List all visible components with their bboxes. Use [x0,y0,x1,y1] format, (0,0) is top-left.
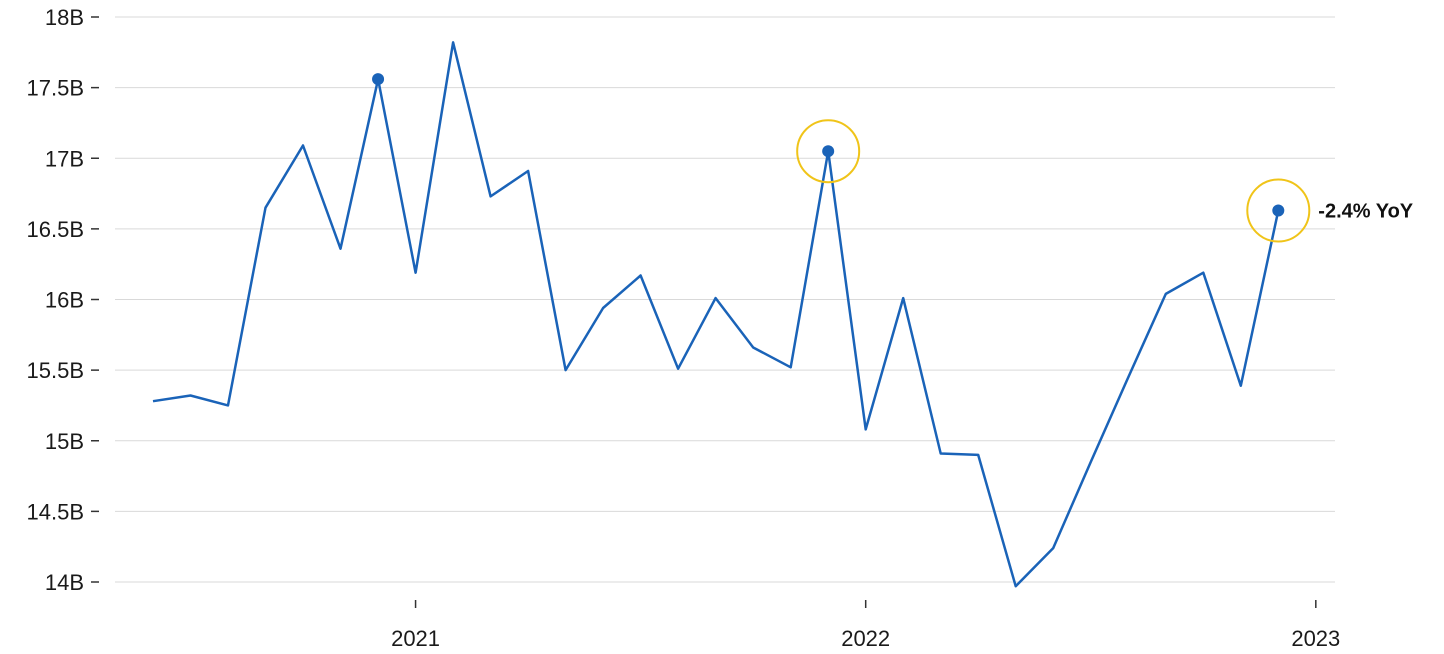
y-tick-label: 15B [45,429,84,454]
data-point-marker [1272,204,1285,217]
x-tick-label: 2021 [391,626,440,651]
grid-lines [115,16,1335,583]
y-tick-label: 18B [45,5,84,30]
y-axis: 14B 14.5B 15B 15.5B 16B 16.5B 17B 17.5B 18B [27,5,99,595]
yoy-annotation: -2.4% YoY [1318,201,1414,223]
y-tick-label: 17B [45,146,84,171]
y-tick-label: 14.5B [27,499,85,524]
data-point-marker [822,145,835,158]
series-layer [152,41,1280,588]
y-tick-label: 17.5B [27,76,85,101]
x-tick-label: 2023 [1291,626,1340,651]
y-tick-label: 16.5B [27,217,85,242]
x-tick-label: 2022 [841,626,890,651]
y-tick-label: 16B [45,288,84,313]
y-tick-label: 15.5B [27,358,85,383]
x-axis: 2021 2022 2023 [391,600,1340,651]
marker-layer: -2.4% YoY [372,73,1414,243]
highlight-ring [1246,178,1311,243]
highlight-ring [796,119,861,184]
series-line [152,41,1280,588]
data-point-marker [372,73,385,86]
y-tick-label: 14B [45,570,84,595]
